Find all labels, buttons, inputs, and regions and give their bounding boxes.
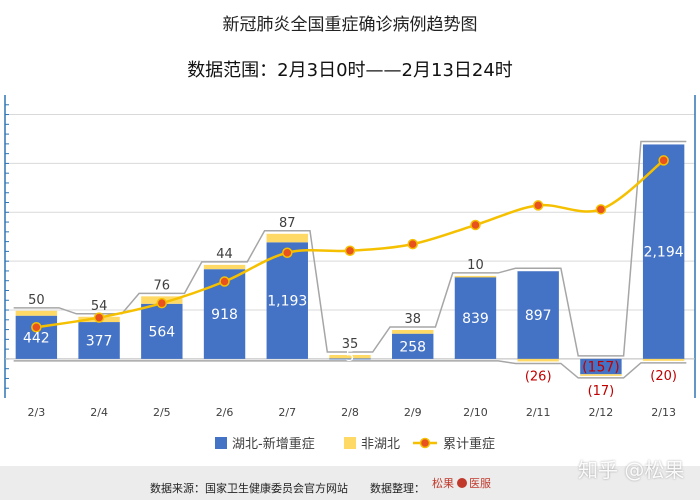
legend-swatch-non-hubei xyxy=(344,437,356,449)
x-tick-label: 2/7 xyxy=(278,406,296,419)
x-tick-label: 2/11 xyxy=(526,406,551,419)
label-non-hubei: 38 xyxy=(404,312,421,327)
cumulative-point xyxy=(595,204,607,215)
label-hubei: 1,193 xyxy=(267,294,307,310)
label-hubei: 377 xyxy=(86,333,113,349)
cumulative-point xyxy=(156,297,168,309)
label-hubei: 564 xyxy=(148,324,175,340)
logo-text: 松果 xyxy=(432,476,454,490)
bar-hubei xyxy=(517,271,559,359)
data-organizer-label: 数据整理： xyxy=(370,482,425,495)
label-non-hubei: (17) xyxy=(588,384,615,399)
cumulative-point xyxy=(93,312,105,323)
bar-hubei xyxy=(580,358,622,375)
bar-non-hubei xyxy=(266,233,308,243)
label-hubei: 5 xyxy=(346,349,355,365)
label-non-hubei: (20) xyxy=(650,369,677,384)
legend-swatch-hubei xyxy=(215,437,227,449)
legend-label-hubei: 湖北-新增重症 xyxy=(232,436,315,452)
footer-bar: 数据来源：国家卫生健康委员会官方网站 数据整理： 松果 医服 xyxy=(0,466,700,500)
legend-label-cumulative: 累计重症 xyxy=(443,436,495,452)
label-hubei: 258 xyxy=(399,339,426,355)
label-non-hubei: 44 xyxy=(216,247,233,262)
x-tick-label: 2/12 xyxy=(589,406,614,419)
cumulative-point xyxy=(470,219,481,231)
cumulative-point xyxy=(658,155,669,166)
legend-marker-cumulative xyxy=(419,437,431,449)
bar-non-hubei xyxy=(203,264,246,270)
chart: 442 50 377 54 564 76 918 44 1,193 87 535 258 38 839 10… xyxy=(4,95,696,452)
label-non-hubei: 87 xyxy=(279,216,296,231)
legend-label-non-hubei: 非湖北 xyxy=(361,437,400,452)
bar-hubei xyxy=(78,322,120,359)
label-hubei: 897 xyxy=(525,308,552,324)
bar-non-hubei xyxy=(392,329,434,334)
label-non-hubei: 10 xyxy=(467,258,484,273)
bar-hubei xyxy=(329,358,371,360)
bar-non-hubei xyxy=(642,358,685,361)
organizer-logo: 松果 医服 xyxy=(432,476,491,490)
bar-hubei xyxy=(454,276,497,359)
cumulative-line xyxy=(36,159,665,329)
label-hubei: 839 xyxy=(462,311,489,327)
cumulative-point xyxy=(407,238,418,250)
label-non-hubei: 50 xyxy=(28,293,45,308)
bar-non-hubei xyxy=(580,374,622,376)
bar-non-hubei xyxy=(15,310,58,316)
chart-title: 新冠肺炎全国重症确诊病例趋势图 xyxy=(222,15,478,35)
label-hubei: 2,194 xyxy=(644,245,684,261)
label-non-hubei: 35 xyxy=(342,337,359,352)
label-hubei: (157) xyxy=(582,360,620,376)
x-tick-label: 2/4 xyxy=(90,406,108,419)
outline-bottom xyxy=(13,360,687,379)
bar-hubei xyxy=(642,144,685,359)
label-non-hubei: 76 xyxy=(154,278,171,293)
bar-hubei xyxy=(141,303,183,359)
x-tick-label: 2/10 xyxy=(463,406,488,419)
watermark-text: 知乎 @松果 xyxy=(578,458,685,482)
label-hubei: 442 xyxy=(23,330,50,346)
x-tick-label: 2/5 xyxy=(153,406,171,419)
x-tick-label: 2/9 xyxy=(404,406,422,419)
cumulative-point xyxy=(282,247,293,258)
label-non-hubei: 54 xyxy=(91,299,108,314)
label-non-hubei: (26) xyxy=(525,369,552,384)
chart-subtitle: 数据范围：2月3日0时——2月13日24时 xyxy=(187,60,513,81)
label-hubei: 918 xyxy=(211,307,238,323)
bar-hubei xyxy=(266,242,308,359)
x-tick-label: 2/3 xyxy=(28,406,46,419)
cumulative-point xyxy=(31,322,42,333)
outline-top xyxy=(13,140,687,357)
bar-non-hubei xyxy=(454,275,497,278)
cumulative-point xyxy=(219,276,230,287)
cumulative-point xyxy=(344,245,356,257)
x-tick-label: 2/6 xyxy=(216,406,234,419)
logo-text-2: 医服 xyxy=(469,477,491,490)
x-tick-label: 2/13 xyxy=(651,406,676,419)
bar-non-hubei xyxy=(329,354,371,359)
x-tick-label: 2/8 xyxy=(341,406,359,419)
bar-non-hubei xyxy=(517,358,559,362)
bar-hubei xyxy=(392,333,434,359)
data-source-text: 数据来源：国家卫生健康委员会官方网站 xyxy=(150,482,348,495)
cumulative-point xyxy=(532,200,544,211)
